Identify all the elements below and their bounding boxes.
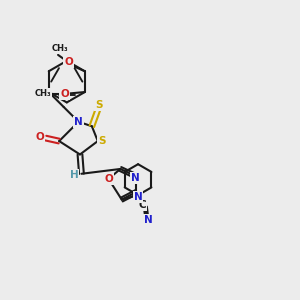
Text: O: O xyxy=(61,88,69,98)
Text: N: N xyxy=(134,192,142,202)
Text: CH₃: CH₃ xyxy=(35,89,52,98)
Text: S: S xyxy=(95,100,103,110)
Text: C: C xyxy=(139,200,146,210)
Text: N: N xyxy=(74,117,83,127)
Text: N: N xyxy=(130,173,139,183)
Text: CH₃: CH₃ xyxy=(51,44,68,53)
Text: H: H xyxy=(70,170,78,180)
Text: O: O xyxy=(35,132,44,142)
Text: O: O xyxy=(64,57,73,67)
Text: S: S xyxy=(98,136,106,146)
Text: N: N xyxy=(144,215,153,225)
Text: O: O xyxy=(104,174,113,184)
